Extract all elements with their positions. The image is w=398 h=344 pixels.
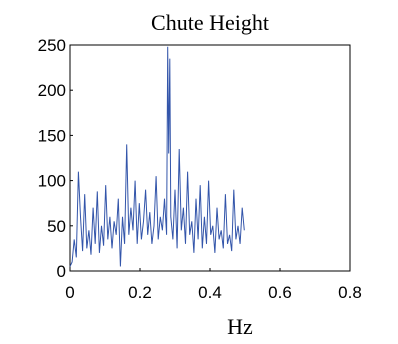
y-tick-label: 150 [38, 126, 66, 145]
x-axis: 0 0.2 0.4 0.6 0.8 [65, 268, 362, 302]
chart-title: Chute Height [151, 10, 269, 35]
series-line [69, 46, 245, 267]
y-tick-label: 100 [38, 172, 66, 191]
y-tick-label: 0 [57, 262, 66, 281]
x-tick-label: 0.2 [128, 283, 152, 302]
x-tick-label: 0 [65, 283, 74, 302]
x-tick-label: 0.8 [338, 283, 362, 302]
y-tick-label: 250 [38, 36, 66, 55]
x-tick-label: 0.4 [198, 283, 222, 302]
x-axis-label: Hz [227, 314, 253, 339]
plot-frame [69, 44, 351, 272]
x-tick-label: 0.6 [268, 283, 292, 302]
y-tick-label: 50 [47, 217, 66, 236]
y-axis: 0 50 100 150 200 250 [38, 36, 73, 281]
y-tick-label: 200 [38, 81, 66, 100]
